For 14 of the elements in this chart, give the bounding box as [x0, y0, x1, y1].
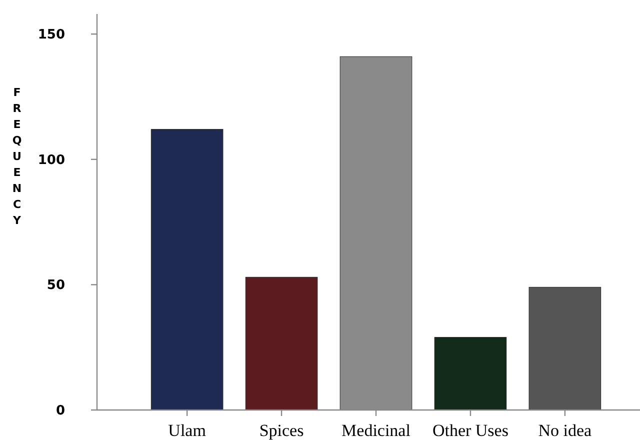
y-tick-label: 100	[38, 152, 65, 168]
y-tick-label: 50	[46, 278, 65, 294]
y-tick-label: 150	[38, 28, 65, 43]
x-tick-label: Other Uses	[432, 421, 508, 440]
bar	[150, 129, 224, 410]
bar	[245, 276, 318, 410]
x-tick-label: No idea	[538, 421, 592, 440]
x-tick-label: Medicinal	[342, 421, 411, 440]
text: FREQUENCY	[12, 86, 22, 227]
y-tick-label: 0	[56, 404, 65, 419]
bar	[434, 337, 507, 410]
x-tick-label: Spices	[259, 421, 304, 440]
bar	[528, 286, 602, 410]
x-tick-label: Ulam	[168, 421, 206, 440]
